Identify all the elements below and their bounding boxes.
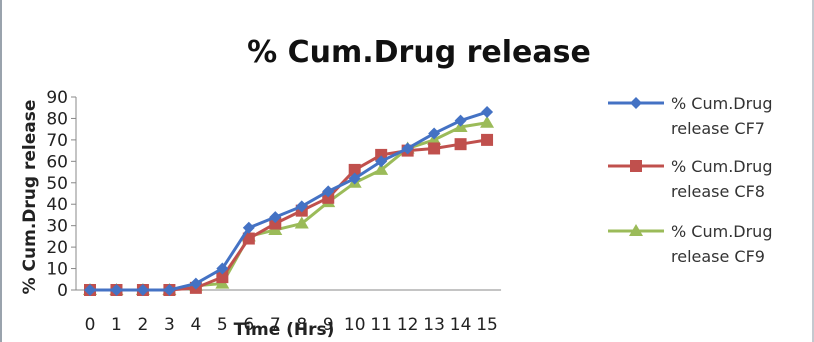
x-tick-label: 4 — [190, 315, 201, 335]
data-point-diamond — [454, 114, 467, 127]
legend-label: % Cum.Drug — [671, 157, 772, 176]
y-tick-label: 20 — [46, 238, 68, 258]
x-tick-label: 12 — [397, 315, 419, 335]
y-tick-label: 30 — [46, 217, 68, 237]
legend-label: % Cum.Drug — [671, 94, 772, 113]
data-point-square — [216, 271, 229, 284]
data-point-diamond — [401, 142, 414, 155]
data-point-diamond — [216, 262, 229, 275]
y-tick-label: 60 — [46, 152, 68, 172]
series-line-2 — [90, 138, 488, 292]
data-point-square — [428, 142, 441, 155]
data-point-triangle — [374, 162, 389, 175]
data-point-square — [322, 191, 335, 204]
x-tick-label: 10 — [344, 315, 366, 335]
data-point-square — [454, 138, 467, 151]
series-line-1 — [90, 110, 488, 292]
x-tick-label: 3 — [164, 315, 175, 335]
y-tick-label: 70 — [46, 131, 68, 151]
data-point-diamond — [269, 211, 282, 224]
x-tick-label: 15 — [476, 315, 498, 335]
y-tick-label: 80 — [46, 109, 68, 129]
data-point-diamond — [136, 284, 149, 296]
data-point-square — [481, 133, 494, 146]
legend-label: release CF8 — [671, 182, 765, 201]
x-tick-label: 5 — [217, 315, 228, 335]
y-axis-label: % Cum.Drug release — [20, 100, 40, 295]
x-tick-label: 2 — [138, 315, 149, 335]
legend: % Cum.Drug release CF7 % Cum.Drug release C… — [608, 94, 772, 266]
data-point-diamond — [428, 127, 441, 140]
y-tick-label: 10 — [46, 260, 68, 280]
data-point-diamond — [630, 97, 642, 109]
data-point-square — [630, 160, 642, 172]
x-tick-label: 7 — [270, 315, 281, 335]
data-point-diamond — [348, 172, 361, 185]
x-axis-label: Time (Hrs) — [234, 320, 335, 340]
x-tick-label: 1 — [111, 315, 122, 335]
legend-label: release CF9 — [671, 247, 765, 266]
x-tick-label: 11 — [370, 315, 392, 335]
x-tick-label: 6 — [243, 315, 254, 335]
data-point-diamond — [322, 185, 335, 198]
data-point-diamond — [295, 200, 308, 213]
x-tick-label: 14 — [450, 315, 472, 335]
data-point-square — [375, 148, 388, 161]
data-point-square — [269, 217, 282, 230]
data-point-diamond — [163, 284, 176, 296]
data-point-diamond — [375, 155, 388, 168]
data-point-triangle — [480, 115, 495, 128]
x-tick-label: 0 — [85, 315, 96, 335]
data-point-square — [348, 163, 361, 176]
chart-title: % Cum.Drug release — [247, 35, 591, 70]
y-tick-label: 90 — [46, 88, 68, 108]
y-tick-label: 0 — [57, 281, 68, 301]
data-point-diamond — [189, 277, 202, 290]
data-point-triangle — [294, 216, 309, 229]
x-tick-label: 9 — [323, 315, 334, 335]
y-tick-label: 50 — [46, 174, 68, 194]
x-tick-label: 13 — [423, 315, 445, 335]
data-point-diamond — [481, 106, 494, 119]
x-tick-label: 8 — [296, 315, 307, 335]
data-point-diamond — [242, 221, 255, 234]
data-point-diamond — [84, 284, 96, 296]
legend-label: release CF7 — [671, 119, 765, 138]
data-point-triangle — [629, 224, 643, 236]
data-point-diamond — [110, 284, 123, 296]
y-tick-label: 40 — [46, 195, 68, 215]
legend-label: % Cum.Drug — [671, 222, 772, 241]
data-point-square — [242, 232, 255, 245]
